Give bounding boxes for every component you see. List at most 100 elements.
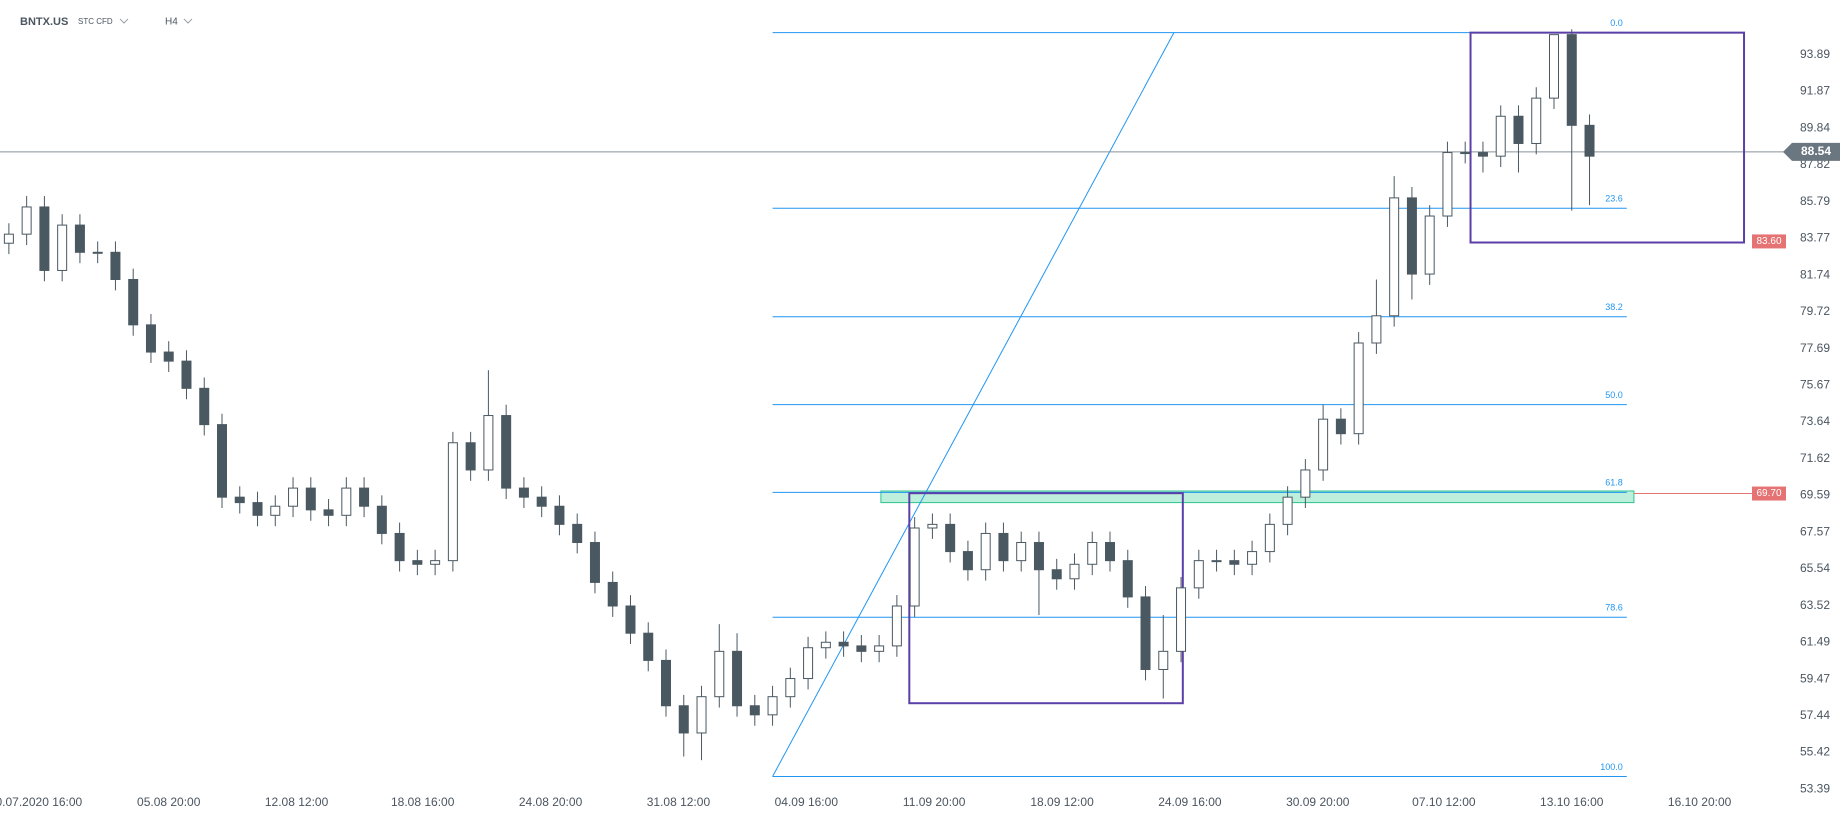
- y-tick-label: 81.74: [1800, 267, 1830, 281]
- candle-body: [1424, 215, 1435, 275]
- fib-label: 23.6: [1605, 194, 1623, 204]
- y-tick-label: 71.62: [1800, 451, 1830, 465]
- candle-body: [234, 496, 245, 504]
- candle-body: [891, 605, 902, 647]
- candle-body: [643, 632, 654, 661]
- candle-body: [181, 360, 192, 389]
- candle-body: [74, 224, 85, 253]
- candle-body: [625, 605, 636, 634]
- candle-body: [1371, 315, 1382, 344]
- candle-body: [1584, 124, 1595, 157]
- candle-body: [749, 705, 760, 716]
- candle-body: [270, 505, 281, 516]
- x-tick-label: 12.08 12:00: [265, 795, 329, 809]
- price-marker-label: 69.70: [1756, 488, 1781, 499]
- x-tick-label: 04.09 16:00: [775, 795, 839, 809]
- symbol[interactable]: BNTX.US: [20, 16, 68, 28]
- x-tick-label: 30.07.2020 16:00: [0, 795, 83, 809]
- candle-body: [3, 233, 14, 244]
- candle-body: [1264, 523, 1275, 553]
- candle-body: [1495, 115, 1506, 157]
- dropdown-icon[interactable]: [119, 18, 129, 24]
- candle-body: [980, 532, 991, 571]
- x-tick-label: 18.09 12:00: [1030, 795, 1094, 809]
- candle-body: [1176, 587, 1187, 652]
- candle-body: [785, 678, 796, 698]
- y-tick-label: 75.67: [1800, 377, 1830, 391]
- candle-body: [128, 279, 139, 326]
- y-tick-label: 63.52: [1800, 598, 1830, 612]
- x-tick-label: 30.09 20:00: [1286, 795, 1350, 809]
- range-box: [1469, 31, 1746, 244]
- candle-body: [430, 560, 441, 565]
- candle-body: [1566, 34, 1577, 126]
- y-tick-label: 77.69: [1800, 341, 1830, 355]
- candle-body: [39, 206, 50, 271]
- instrument[interactable]: STC CFD: [78, 17, 113, 26]
- fib-label: 78.6: [1605, 603, 1623, 613]
- candle-body: [820, 641, 831, 649]
- candle-body: [217, 424, 227, 498]
- candle-body: [518, 487, 529, 498]
- fib-label: 61.8: [1605, 478, 1623, 488]
- x-tick-label: 24.09 16:00: [1158, 795, 1222, 809]
- y-tick-label: 65.54: [1800, 561, 1830, 575]
- x-tick-label: 16.10 20:00: [1668, 795, 1732, 809]
- candle-body: [1193, 560, 1204, 589]
- candle-body: [1158, 650, 1169, 670]
- candle-body: [572, 523, 583, 544]
- fib-label: 0.0: [1610, 18, 1623, 28]
- candle-body: [1051, 569, 1062, 580]
- price-marker: [1752, 486, 1786, 501]
- candle-body: [288, 487, 299, 507]
- candle-body: [1477, 152, 1488, 157]
- candle-body: [412, 560, 423, 565]
- candle-body: [1531, 97, 1542, 144]
- candle-body: [536, 496, 547, 507]
- candle-body: [714, 650, 725, 698]
- candle-body: [1033, 542, 1044, 571]
- y-tick-label: 61.49: [1800, 635, 1830, 649]
- candle-body: [696, 696, 707, 734]
- candle-body: [945, 523, 956, 553]
- candle-body: [1282, 496, 1293, 525]
- candle-body: [1016, 542, 1027, 562]
- candle-body: [607, 581, 618, 607]
- candle-body: [962, 551, 973, 571]
- candle-body: [874, 645, 885, 652]
- candle-body: [483, 415, 494, 471]
- candle-body: [92, 251, 103, 254]
- dropdown-icon[interactable]: [183, 18, 193, 24]
- candle-body: [1460, 152, 1471, 155]
- candle-body: [589, 542, 600, 583]
- y-tick-label: 73.64: [1800, 414, 1830, 428]
- candle-body: [554, 505, 565, 525]
- last-price-label: 88.54: [1801, 144, 1831, 158]
- y-tick-label: 69.59: [1800, 488, 1830, 502]
- candle-body: [323, 509, 334, 516]
- candle-body: [394, 532, 405, 562]
- candle-body: [1140, 596, 1151, 670]
- x-tick-label: 05.08 20:00: [137, 795, 201, 809]
- candle-body: [732, 650, 743, 707]
- x-tick-label: 11.09 20:00: [903, 795, 966, 809]
- support-zone: [880, 490, 1635, 504]
- fib-label: 100.0: [1600, 762, 1623, 772]
- fib-label: 50.0: [1605, 390, 1623, 400]
- candle-body: [1318, 418, 1329, 471]
- candle-body: [359, 487, 370, 507]
- candle-body: [767, 696, 778, 716]
- candle-body: [838, 641, 849, 647]
- candle-body: [1211, 560, 1222, 563]
- candle-body: [447, 442, 458, 562]
- candle-body: [1353, 342, 1364, 435]
- candle-body: [501, 415, 512, 489]
- timeframe[interactable]: H4: [165, 17, 178, 28]
- y-tick-label: 83.77: [1800, 231, 1830, 245]
- y-tick-label: 93.89: [1800, 47, 1830, 61]
- y-tick-label: 57.44: [1800, 708, 1830, 722]
- y-tick-label: 67.57: [1800, 524, 1830, 538]
- candle-body: [341, 487, 352, 516]
- candle-body: [1442, 152, 1453, 217]
